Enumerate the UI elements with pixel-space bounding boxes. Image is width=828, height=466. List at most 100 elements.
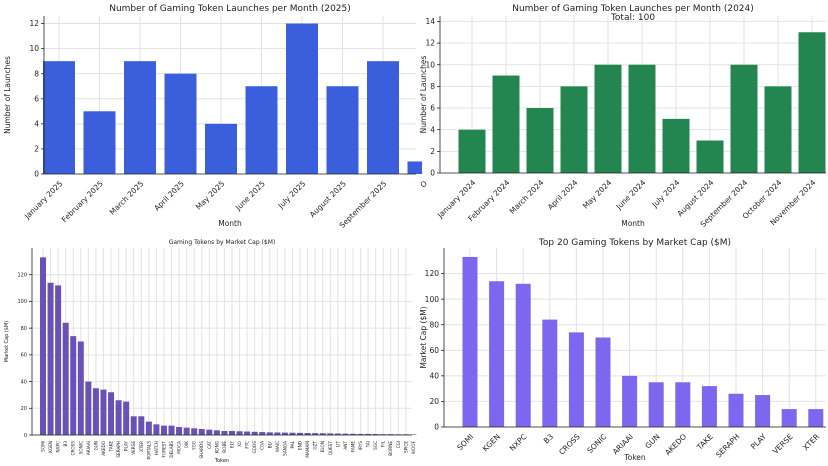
chart-4: 0 20 40 60 80 100 120 SOMI KGEN NXPC B3 CROSS SONIC A… [419,238,826,462]
y-tick-label: 8 [34,69,39,78]
x-tick-label: SANGA [282,441,287,456]
x-tick-label: CROSS [71,441,76,456]
x-tick-label: PLAY [124,441,129,451]
y-tick-label: 10 [29,44,39,53]
bar-somi [462,256,478,427]
bar-delabs [168,425,175,435]
y-tick-label: 4 [430,125,435,134]
x-tick-label: XTER [139,441,144,452]
bar-oik [183,427,190,435]
bar-gun [648,382,664,427]
bar-verse [781,409,797,427]
bar-irys [357,433,364,435]
bar-august-2025 [326,86,359,174]
y-tick-label: 120 [17,272,27,278]
axes [439,16,826,174]
x-tick-label: March 2025 [108,179,146,217]
x-tick-label: BORNE [388,441,393,456]
y-tick-label: 100 [17,299,27,305]
bar-august-2024 [696,140,724,173]
x-tick-label: June 2025 [233,179,267,213]
x-tick-label: SGC [373,441,378,450]
bar-march-2024 [526,108,554,173]
x-tick-label: February 2025 [60,179,105,224]
y-tick-label: 0 [34,170,39,179]
y-tick-label: 6 [430,104,435,113]
x-tick-label: SERAPH [714,432,741,459]
bar-akedo [675,382,691,427]
bar-somi [40,257,46,435]
bar-september-2025 [367,61,399,175]
x-tick-label: PORTALS [146,441,151,460]
bar-lit [334,433,341,435]
chart-title: Top 20 Gaming Tokens by Market Cap ($M) [538,238,731,248]
x-tick-label: July 2024 [650,178,682,210]
bar-akedo [100,389,107,435]
bar-sonic [595,337,611,427]
x-tick-label: TAKE [694,432,715,453]
y-tick-label: 2 [430,147,435,156]
bar-june-2024 [628,64,656,173]
bar-february-2025 [83,111,116,174]
x-tick-label: O [418,179,429,190]
bar-cross [568,332,584,427]
bar-mamam [304,432,311,435]
y-tick-label: 14 [425,17,435,26]
bar-ariaai [622,375,638,427]
bar-coa [259,432,266,435]
y-axis-label: Market Cap ($M) [419,306,428,368]
x-tick-label: VERSE [131,441,136,455]
bar-kgen [47,282,54,435]
y-tick-label: 20 [21,406,27,412]
y-tick-label: 120 [425,269,440,278]
x-tick-label: YGG [192,441,197,451]
bar-july-2024 [662,118,690,173]
bar-may-2025 [205,123,237,174]
x-tick-label: SHARDS [199,441,204,459]
y-tick-label: 100 [425,295,440,304]
axes [31,248,412,436]
y-tick-label: 20 [429,397,439,406]
y-tick-label: 2 [34,145,39,154]
bar-verse [130,416,137,435]
bar-tai [365,433,372,435]
x-tick-label: OIK [184,441,189,449]
bar-october-2024 [764,86,792,173]
x-tick-label: GUN [643,432,661,450]
bar-sonic [77,341,84,435]
bar-take [108,392,115,435]
x-tick-label: XTER [801,432,821,452]
bar-b3 [62,322,69,435]
y-axis-label: Market Cap ($M) [4,321,10,363]
x-tick-label: SONIC [78,441,83,454]
y-tick-label: 80 [21,326,27,332]
x-axis-label: Month [621,219,645,228]
bar-cat [206,429,213,435]
x-tick-label: PLAY [749,432,768,451]
x-tick-label: B3 [63,441,68,447]
bar-april-2025 [164,73,197,174]
bar-o [407,161,422,174]
bar-bly [266,432,273,435]
x-tick-label: CROSS [557,432,582,457]
bar-kong [213,430,220,435]
bar-march-2025 [124,61,156,175]
x-tick-label: January 2025 [22,179,65,222]
x-tick-label: AKEDO [101,440,106,455]
x-tick-label: April 2024 [546,178,580,212]
x-tick-label: COA [260,441,265,450]
bar-nxpc [515,283,531,427]
bar-pal [289,432,296,435]
x-tick-label: ROBE [222,441,227,453]
y-axis-label: Number of Launches [419,56,428,134]
x-tick-label: IRYS [358,441,363,450]
bar-ygg [191,428,198,435]
x-tick-label: FTC [245,441,250,449]
y-tick-label: 80 [429,320,439,329]
y-tick-label: 0 [24,433,27,439]
x-tick-label: FIL [381,440,386,447]
y-tick-label: 6 [34,94,39,103]
x-axis-label: Token [623,453,646,462]
